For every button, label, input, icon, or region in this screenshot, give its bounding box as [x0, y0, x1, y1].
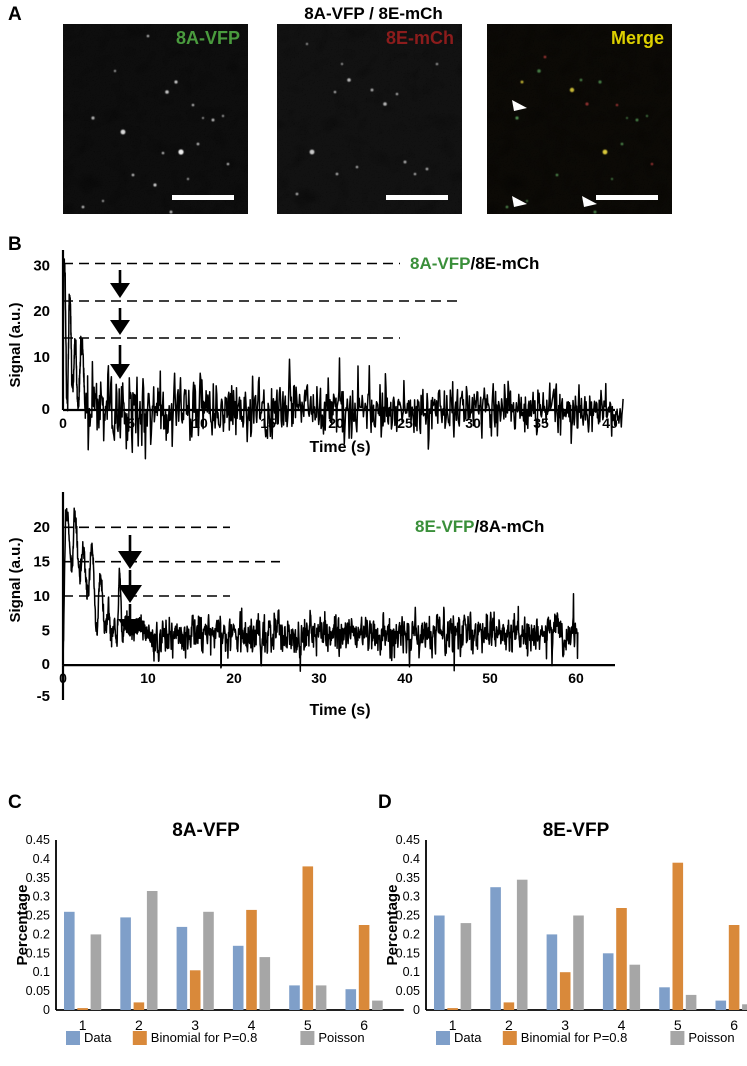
svg-text:30: 30: [311, 670, 327, 686]
svg-text:0: 0: [42, 656, 50, 673]
svg-text:10: 10: [140, 670, 156, 686]
svg-text:Signal (a.u.): Signal (a.u.): [7, 302, 24, 387]
svg-text:-5: -5: [37, 688, 50, 705]
svg-text:Percentage: Percentage: [384, 885, 401, 966]
svg-text:30: 30: [33, 258, 50, 275]
svg-text:0.35: 0.35: [26, 871, 50, 885]
svg-text:8E-VFP/8A-mCh: 8E-VFP/8A-mCh: [415, 517, 544, 536]
svg-text:0.45: 0.45: [26, 833, 50, 847]
svg-text:0.3: 0.3: [403, 890, 420, 904]
svg-text:8A-VFP: 8A-VFP: [172, 820, 240, 841]
svg-text:20: 20: [33, 303, 50, 320]
svg-text:10: 10: [33, 349, 50, 366]
svg-text:Signal (a.u.): Signal (a.u.): [7, 537, 24, 622]
svg-text:0.1: 0.1: [33, 965, 50, 979]
svg-text:0: 0: [413, 1003, 420, 1017]
svg-text:0.1: 0.1: [403, 965, 420, 979]
svg-text:Data: Data: [454, 1030, 482, 1045]
svg-text:0.4: 0.4: [403, 852, 420, 866]
svg-text:0: 0: [42, 401, 50, 418]
svg-text:2: 2: [135, 1017, 143, 1033]
svg-text:0.45: 0.45: [396, 833, 420, 847]
svg-text:0: 0: [43, 1003, 50, 1017]
svg-text:15: 15: [33, 554, 50, 571]
svg-text:10: 10: [192, 415, 208, 431]
svg-text:8A-VFP/8E-mCh: 8A-VFP/8E-mCh: [410, 254, 539, 273]
svg-text:20: 20: [226, 670, 242, 686]
svg-text:5: 5: [304, 1017, 312, 1033]
svg-text:10: 10: [33, 588, 50, 605]
svg-text:0.4: 0.4: [33, 852, 50, 866]
svg-text:5: 5: [42, 622, 50, 639]
svg-text:Binomial for P=0.8: Binomial for P=0.8: [151, 1030, 258, 1045]
svg-text:Time (s): Time (s): [309, 439, 370, 456]
svg-text:0.2: 0.2: [33, 927, 50, 941]
svg-text:5: 5: [674, 1017, 682, 1033]
svg-text:0.05: 0.05: [396, 984, 420, 998]
svg-text:Data: Data: [84, 1030, 112, 1045]
svg-text:20: 20: [33, 519, 50, 536]
svg-text:50: 50: [482, 670, 498, 686]
svg-text:Binomial for P=0.8: Binomial for P=0.8: [521, 1030, 628, 1045]
svg-text:0.35: 0.35: [396, 871, 420, 885]
svg-text:0: 0: [59, 415, 67, 431]
svg-text:0.05: 0.05: [26, 984, 50, 998]
svg-text:0.3: 0.3: [33, 890, 50, 904]
svg-text:Poisson: Poisson: [318, 1030, 364, 1045]
svg-text:0: 0: [59, 670, 67, 686]
svg-text:Percentage: Percentage: [14, 885, 31, 966]
svg-text:Time (s): Time (s): [309, 702, 370, 719]
svg-text:2: 2: [505, 1017, 513, 1033]
svg-text:8E-VFP: 8E-VFP: [543, 820, 610, 841]
svg-text:60: 60: [568, 670, 584, 686]
svg-text:40: 40: [397, 670, 413, 686]
svg-text:0.2: 0.2: [403, 927, 420, 941]
svg-text:Poisson: Poisson: [688, 1030, 734, 1045]
